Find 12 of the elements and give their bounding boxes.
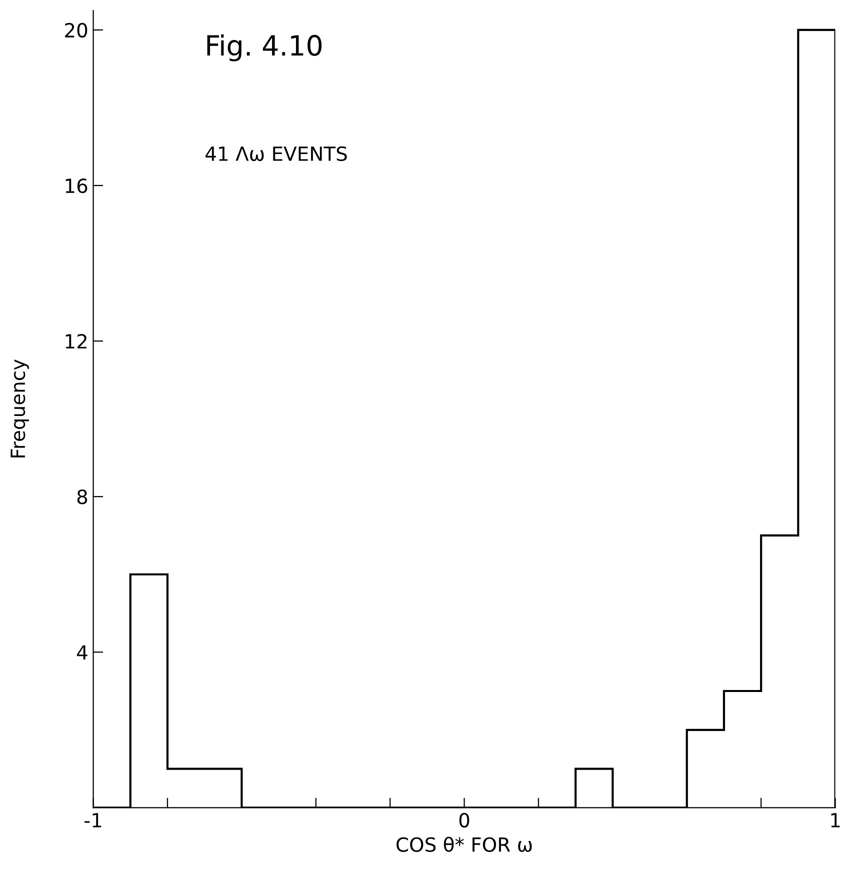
x-tick-label: -1 (84, 813, 102, 828)
y-tick-label: 8 (77, 490, 88, 504)
y-tick-label: 20 (65, 22, 88, 38)
y-axis-title: Frequency (10, 359, 29, 458)
x-tick-label: 1 (831, 813, 840, 828)
x-axis-title: COS θ* FOR ω (396, 836, 532, 852)
y-tick-label: 4 (77, 645, 88, 660)
x-tick-label: 0 (459, 812, 470, 828)
annotation: Fig. 4.10 (207, 34, 322, 62)
annotation: 41 Λω EVENTS (206, 146, 347, 162)
y-tick-label: 12 (66, 334, 86, 348)
y-tick-label: 16 (66, 178, 88, 194)
